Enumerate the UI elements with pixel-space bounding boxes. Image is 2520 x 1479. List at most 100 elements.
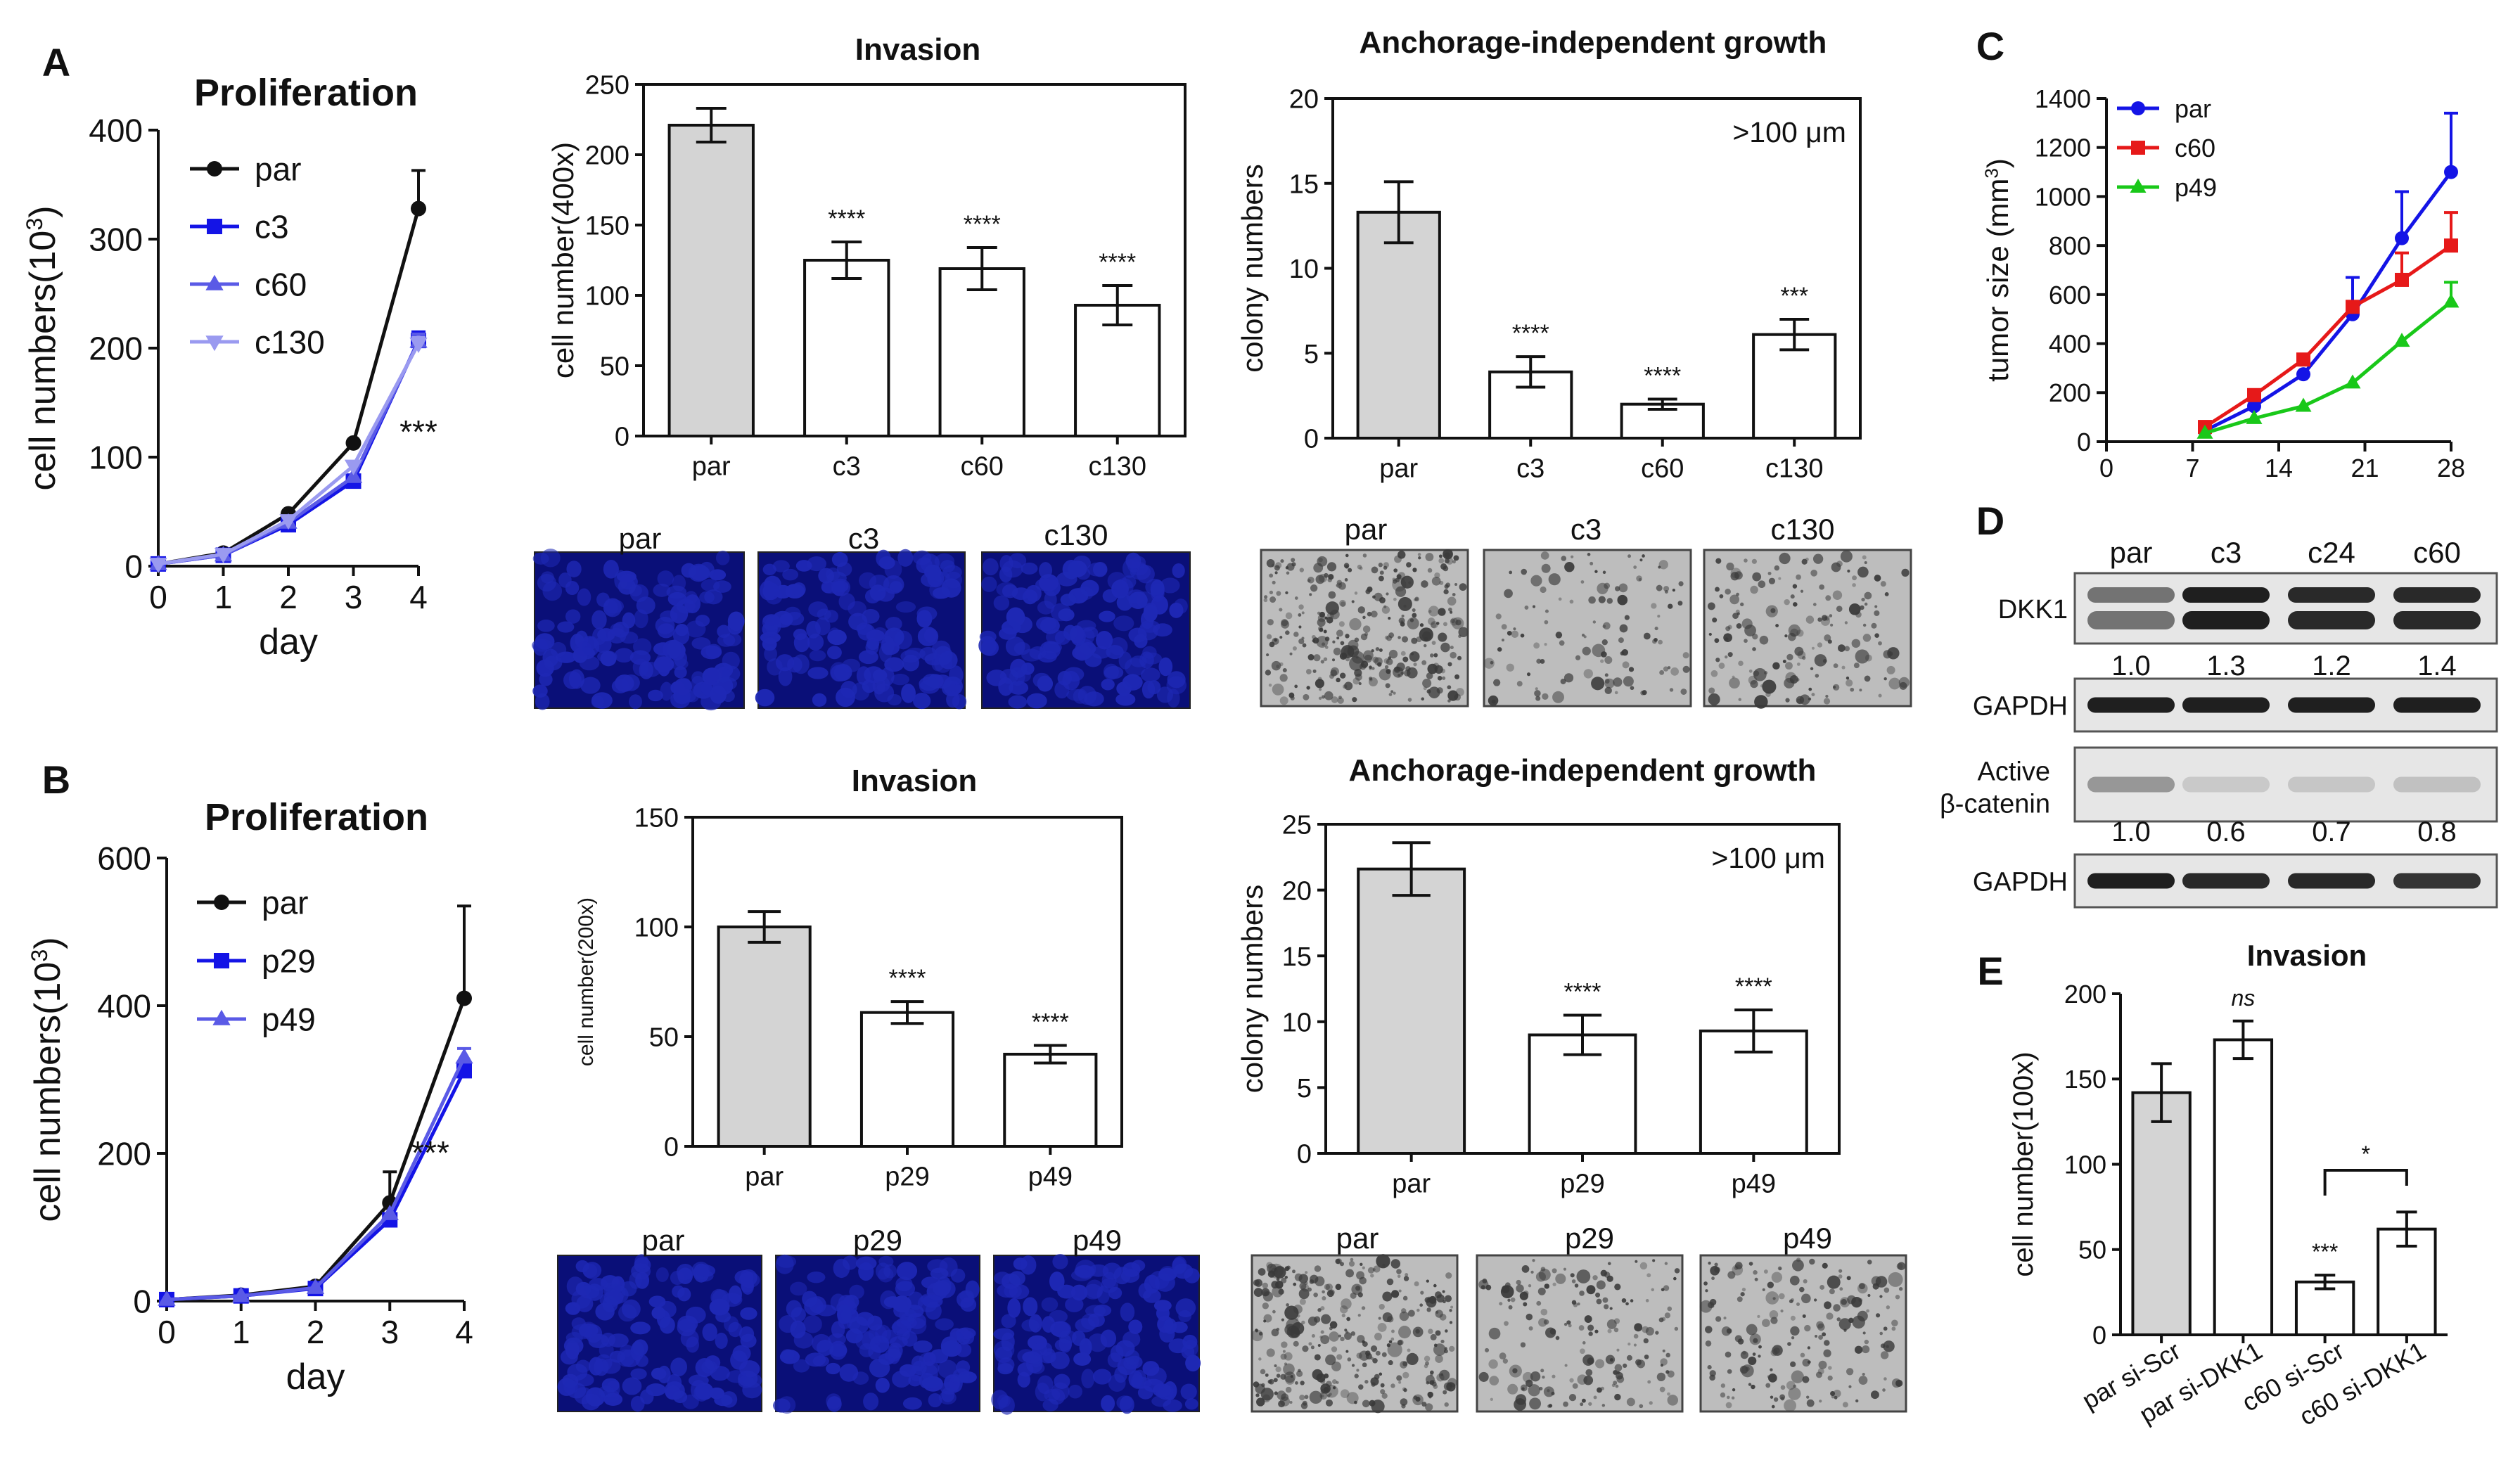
nucleus	[795, 560, 812, 572]
colony	[1422, 631, 1432, 641]
colony	[1314, 1265, 1322, 1272]
colony	[1274, 1391, 1278, 1395]
colony	[1488, 1327, 1501, 1340]
significance-label: ****	[1512, 320, 1549, 347]
colony	[1362, 625, 1371, 633]
colony	[1750, 680, 1758, 689]
colony	[1289, 1400, 1293, 1404]
colony	[1753, 1270, 1758, 1275]
nucleus	[919, 646, 938, 661]
colony	[1833, 663, 1838, 668]
nucleus	[640, 1389, 654, 1404]
colony	[1748, 669, 1753, 673]
colony	[1551, 1391, 1555, 1395]
colony	[1864, 675, 1871, 682]
colony	[1864, 1339, 1869, 1345]
colony	[1488, 1359, 1498, 1369]
nucleus	[934, 553, 955, 569]
nucleus	[575, 1359, 591, 1373]
colony	[1289, 652, 1293, 655]
nucleus	[1081, 1369, 1095, 1389]
nucleus	[897, 549, 914, 567]
nucleus	[993, 1328, 1015, 1340]
nucleus	[1028, 1314, 1042, 1333]
colony	[1874, 633, 1879, 638]
nucleus	[634, 1254, 649, 1269]
colony	[1623, 1363, 1627, 1369]
colony	[1371, 1382, 1376, 1387]
nucleus	[648, 689, 663, 702]
colony	[1780, 1385, 1786, 1390]
nucleus	[858, 650, 878, 665]
nucleus	[786, 1300, 802, 1318]
nucleus	[591, 610, 607, 629]
data-point	[279, 514, 298, 530]
y-tick-label: 300	[89, 222, 143, 258]
colony	[1767, 1375, 1770, 1378]
nucleus	[580, 1321, 599, 1340]
colony	[1597, 1387, 1602, 1393]
colony	[1398, 617, 1405, 625]
colony	[1625, 1302, 1629, 1306]
colony	[1880, 1343, 1886, 1349]
colony	[1258, 1357, 1262, 1361]
colony	[1388, 1360, 1393, 1366]
nucleus	[622, 1377, 642, 1395]
colony	[1390, 690, 1394, 693]
nucleus	[1168, 1338, 1188, 1354]
colony	[1426, 1307, 1431, 1312]
colony	[1740, 602, 1744, 607]
colony	[1405, 1273, 1409, 1277]
colony	[1260, 1369, 1266, 1375]
colony	[1521, 568, 1528, 575]
colony	[1613, 1370, 1618, 1375]
colony	[1398, 1289, 1402, 1293]
colony	[1279, 662, 1284, 667]
colony	[1278, 1400, 1285, 1408]
colony	[1859, 689, 1862, 692]
colony	[1371, 1400, 1385, 1414]
colony	[1307, 1287, 1312, 1292]
colony	[1874, 610, 1880, 616]
colony	[1326, 1394, 1331, 1398]
colony	[1315, 575, 1325, 584]
colony	[1784, 598, 1790, 606]
nucleus	[902, 654, 920, 672]
nucleus	[1160, 577, 1180, 594]
nucleus	[938, 1359, 958, 1378]
colony	[1705, 1326, 1713, 1333]
colony	[1674, 1268, 1680, 1274]
nucleus	[1143, 1288, 1161, 1303]
x-tick-label: 0	[149, 579, 167, 615]
y-tick-label: 200	[89, 331, 143, 367]
nucleus	[941, 578, 961, 598]
colony	[1830, 623, 1834, 627]
colony	[1571, 1300, 1577, 1305]
colony	[1457, 655, 1462, 660]
colony	[1860, 605, 1865, 610]
colony	[1790, 594, 1795, 599]
colony	[1452, 560, 1456, 564]
colony	[1548, 573, 1561, 586]
nucleus	[762, 563, 776, 576]
nucleus	[1035, 1382, 1050, 1402]
data-point	[2344, 374, 2361, 389]
y-tick-label: 600	[2049, 281, 2091, 309]
nucleus	[667, 639, 682, 659]
colony	[1379, 575, 1384, 582]
colony	[1414, 596, 1419, 602]
colony	[1534, 690, 1541, 697]
colony	[1633, 1343, 1637, 1347]
colony	[1331, 696, 1338, 703]
data-point	[2395, 231, 2409, 245]
colony	[1282, 668, 1287, 673]
colony	[1619, 624, 1628, 633]
colony	[1552, 1282, 1556, 1286]
colony	[1836, 1317, 1841, 1321]
colony	[1501, 639, 1504, 642]
colony	[1855, 1399, 1859, 1403]
colony	[1347, 645, 1360, 658]
colony	[1378, 1317, 1381, 1320]
colony	[1613, 1381, 1618, 1385]
colony	[1862, 623, 1867, 627]
